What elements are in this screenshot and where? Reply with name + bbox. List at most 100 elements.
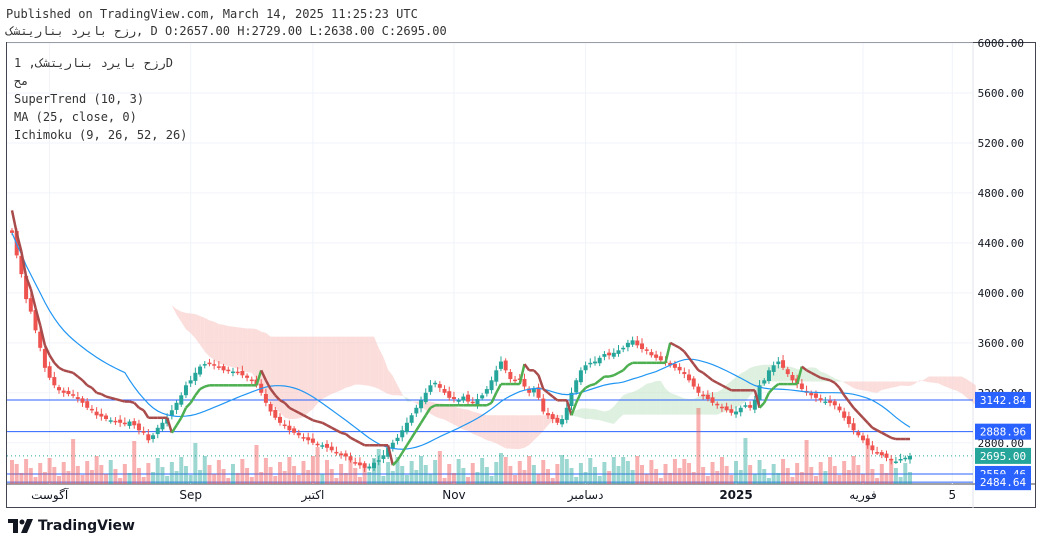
legend-supertrend[interactable]: SuperTrend (10, 3) — [14, 92, 145, 106]
candle-body — [66, 390, 71, 395]
ichimoku-cloud-segment — [947, 376, 953, 390]
candle-body — [390, 442, 395, 449]
volume-bar — [221, 469, 226, 484]
candle-body — [832, 401, 837, 406]
candle-body — [207, 362, 212, 365]
supertrend-segment — [129, 400, 135, 405]
volume-bar — [367, 472, 372, 484]
volume-bar — [263, 458, 268, 484]
volume-bar — [85, 461, 90, 484]
ichimoku-cloud-segment — [364, 336, 370, 386]
supertrend-segment — [142, 409, 150, 419]
ichimoku-cloud-segment — [449, 405, 454, 425]
legend-ichimoku[interactable]: Ichimoku (9, 26, 52, 26) — [14, 128, 188, 142]
supertrend-segment — [617, 369, 624, 374]
candle-body — [776, 361, 781, 365]
tradingview-logo[interactable]: TradingView — [8, 518, 135, 534]
published-header: Published on TradingView.com, March 14, … — [6, 7, 418, 21]
volume-bar — [846, 470, 851, 484]
supertrend-segment — [847, 400, 855, 409]
candle-body — [705, 394, 710, 400]
volume-bar — [503, 457, 508, 484]
ichimoku-cloud-segment — [693, 396, 699, 415]
supertrend-segment — [801, 365, 808, 372]
ichimoku-cloud-segment — [214, 321, 219, 364]
supertrend-segment — [260, 369, 268, 381]
candle-body — [809, 392, 814, 396]
candle-body — [480, 395, 485, 399]
supertrend-segment — [627, 361, 634, 367]
candle-body — [216, 366, 221, 368]
candle-body — [75, 397, 80, 400]
candle-body — [696, 386, 701, 393]
supertrend-segment — [349, 436, 356, 442]
volume-bar — [828, 457, 833, 484]
candle-body — [677, 366, 682, 371]
candle-body — [94, 411, 99, 416]
price-tick-label: 4000.00 — [978, 287, 1024, 300]
volume-bar — [470, 463, 475, 484]
candle-body — [574, 380, 579, 393]
supertrend-segment — [391, 459, 399, 467]
candle-body — [550, 414, 555, 420]
supertrend-segment — [697, 369, 704, 374]
volume-bar — [28, 468, 33, 484]
volume-bar — [268, 467, 273, 484]
supertrend-segment — [664, 342, 672, 364]
volume-bar — [832, 466, 837, 484]
volume-bar — [52, 467, 57, 484]
legend-symbol[interactable]: رزح بایرد بناریتشک, 1D — [14, 56, 173, 70]
time-tick-label: اکتبر — [300, 488, 324, 503]
volume-bar — [127, 473, 132, 484]
supertrend-segment — [58, 366, 65, 372]
candle-body — [174, 402, 179, 410]
ichimoku-cloud-segment — [176, 309, 182, 322]
supertrend-segment — [345, 433, 352, 439]
candle-body — [343, 453, 348, 457]
candle-body — [122, 422, 127, 425]
volume-bar — [428, 474, 433, 484]
supertrend-segment — [77, 375, 84, 382]
ichimoku-cloud-segment — [392, 375, 398, 396]
volume-bar — [677, 468, 682, 484]
supertrend-segment — [34, 307, 42, 326]
volume-bar — [80, 475, 85, 484]
volume-bar — [179, 457, 184, 484]
volume-bar — [277, 462, 282, 484]
ichimoku-cloud-segment — [388, 369, 393, 396]
ichimoku-cloud-segment — [279, 336, 285, 418]
supertrend-segment — [175, 417, 183, 426]
supertrend-segment — [24, 276, 32, 290]
volume-bar — [409, 461, 414, 484]
volume-bar — [663, 464, 668, 484]
candle-body — [404, 422, 409, 433]
candle-body — [386, 447, 391, 457]
volume-bar — [188, 475, 193, 484]
candle-body — [132, 421, 137, 426]
candle-body — [691, 378, 696, 387]
candle-body — [10, 230, 14, 233]
candle-body — [752, 400, 757, 410]
candle-body — [738, 407, 743, 413]
volume-bar — [597, 476, 602, 484]
volume-bar — [851, 456, 856, 484]
candle-body — [818, 398, 823, 401]
volume-bar — [536, 474, 541, 484]
volume-bar — [621, 457, 626, 484]
candle-body — [372, 462, 377, 469]
ichimoku-cloud-segment — [844, 381, 849, 386]
volume-bar — [766, 478, 771, 484]
candle-body — [414, 407, 419, 414]
supertrend-segment — [91, 386, 98, 394]
supertrend-segment — [307, 416, 314, 422]
volume-bar — [381, 476, 386, 484]
time-tick-label: آگوست — [31, 487, 69, 503]
legend-ma[interactable]: MA (25, close, 0) — [14, 110, 137, 124]
volume-bar — [682, 459, 687, 484]
candle-body — [447, 391, 452, 398]
supertrend-segment — [805, 369, 812, 374]
ichimoku-cloud-segment — [834, 378, 840, 382]
candle-body — [588, 362, 593, 365]
volume-bar — [386, 462, 391, 484]
